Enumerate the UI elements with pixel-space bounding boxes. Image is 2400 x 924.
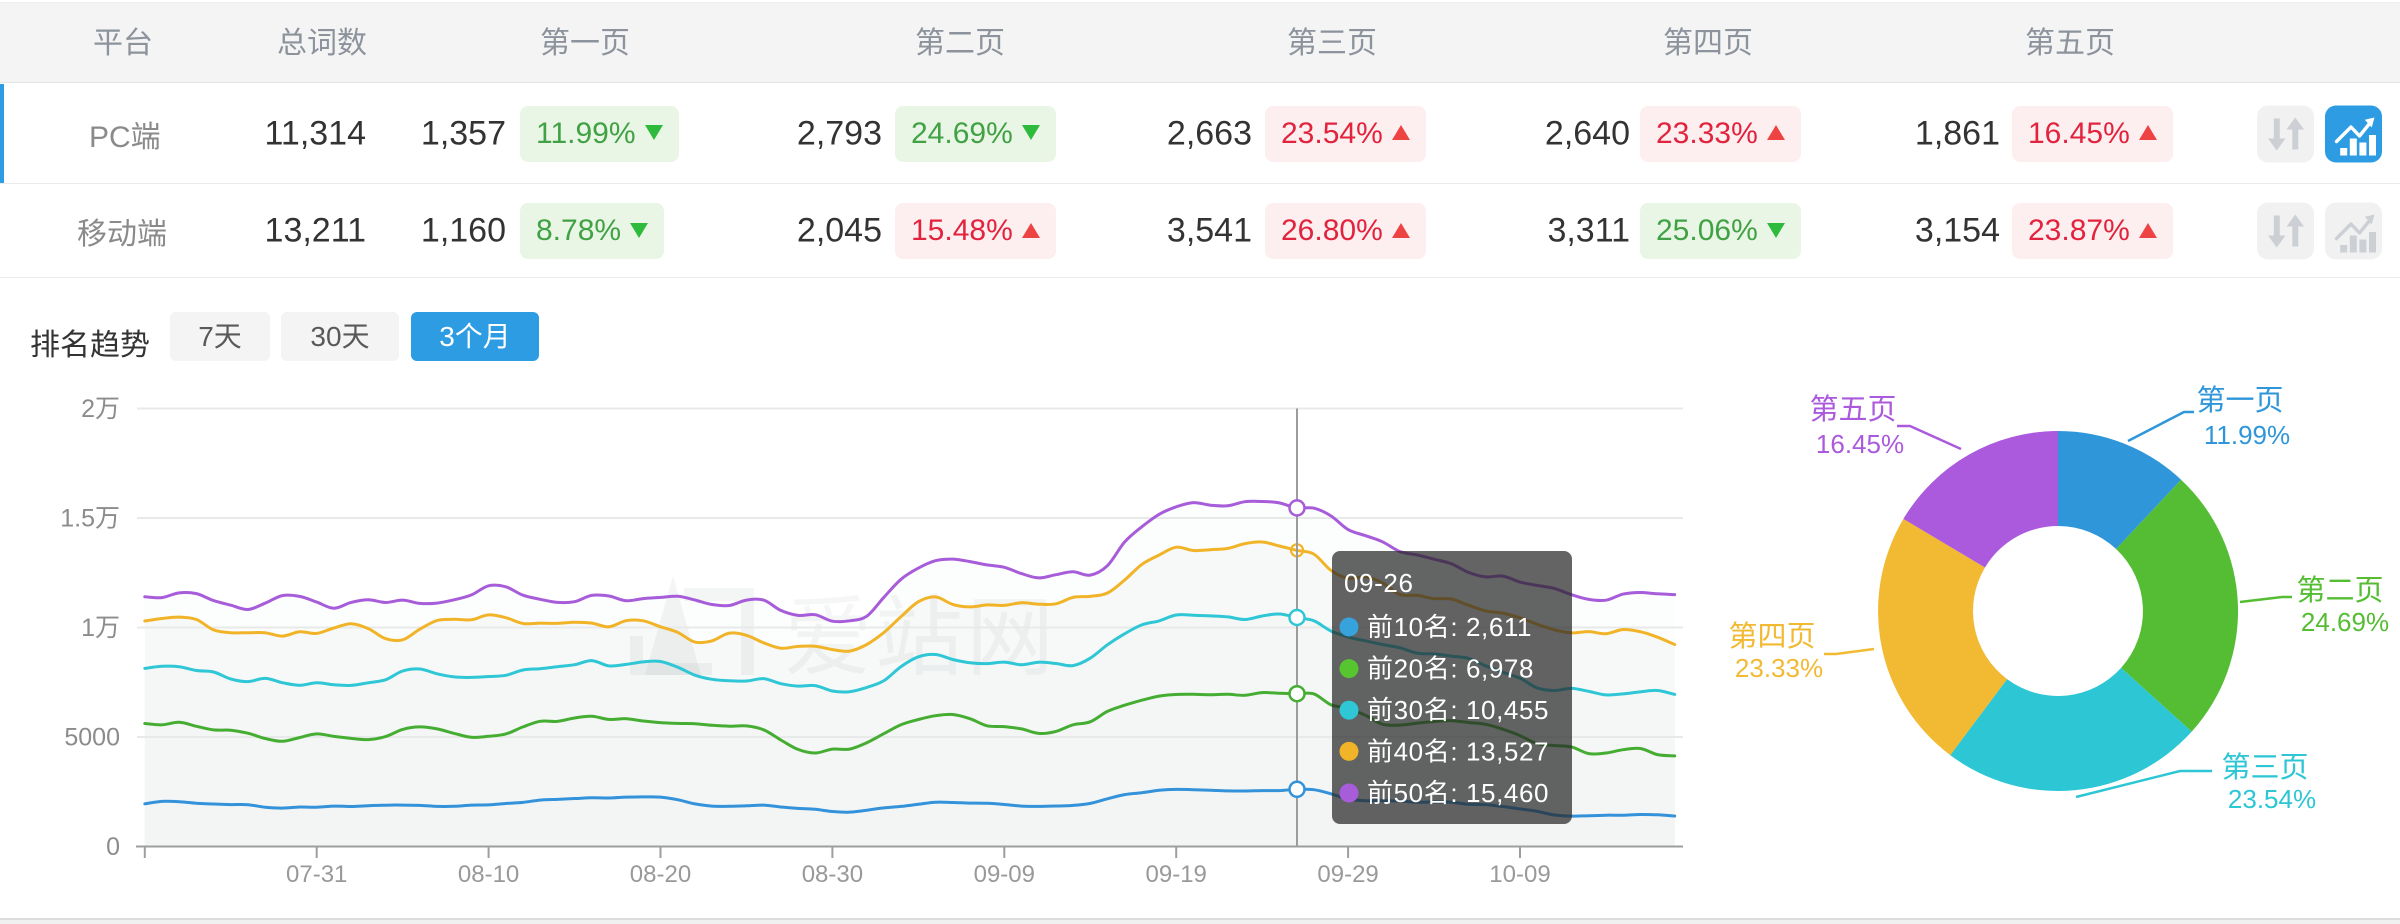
svg-text:10-09: 10-09 bbox=[1489, 861, 1550, 888]
svg-text:1.5万: 1.5万 bbox=[60, 505, 120, 533]
svg-text:前40名: 13,527: 前40名: 13,527 bbox=[1367, 737, 1549, 767]
svg-text:08-10: 08-10 bbox=[458, 861, 519, 888]
svg-text:第五页: 第五页 bbox=[1809, 393, 1896, 426]
svg-text:23.54%: 23.54% bbox=[2228, 784, 2316, 814]
svg-text:第四页: 第四页 bbox=[1728, 620, 1815, 653]
svg-text:前30名: 10,455: 前30名: 10,455 bbox=[1367, 695, 1549, 725]
svg-text:第一页: 第一页 bbox=[2196, 384, 2283, 417]
svg-text:24.69%: 24.69% bbox=[2301, 607, 2389, 637]
svg-text:09-29: 09-29 bbox=[1317, 861, 1378, 888]
svg-text:前10名: 2,611: 前10名: 2,611 bbox=[1367, 612, 1532, 642]
svg-text:09-09: 09-09 bbox=[974, 861, 1035, 888]
svg-text:5000: 5000 bbox=[64, 724, 120, 752]
svg-text:23.33%: 23.33% bbox=[1735, 653, 1823, 683]
svg-text:0: 0 bbox=[106, 833, 120, 861]
svg-text:第二页: 第二页 bbox=[2296, 574, 2383, 607]
svg-text:08-30: 08-30 bbox=[802, 861, 863, 888]
svg-text:09-26: 09-26 bbox=[1344, 568, 1414, 598]
svg-text:07-31: 07-31 bbox=[286, 861, 347, 888]
svg-text:前50名: 15,460: 前50名: 15,460 bbox=[1367, 778, 1549, 808]
svg-text:09-19: 09-19 bbox=[1146, 861, 1207, 888]
svg-text:11.99%: 11.99% bbox=[2204, 420, 2290, 450]
svg-text:第三页: 第三页 bbox=[2221, 751, 2308, 784]
svg-text:2万: 2万 bbox=[81, 395, 120, 423]
svg-text:08-20: 08-20 bbox=[630, 861, 691, 888]
svg-text:16.45%: 16.45% bbox=[1816, 429, 1904, 459]
svg-text:1万: 1万 bbox=[81, 614, 120, 642]
svg-text:前20名: 6,978: 前20名: 6,978 bbox=[1367, 654, 1534, 684]
